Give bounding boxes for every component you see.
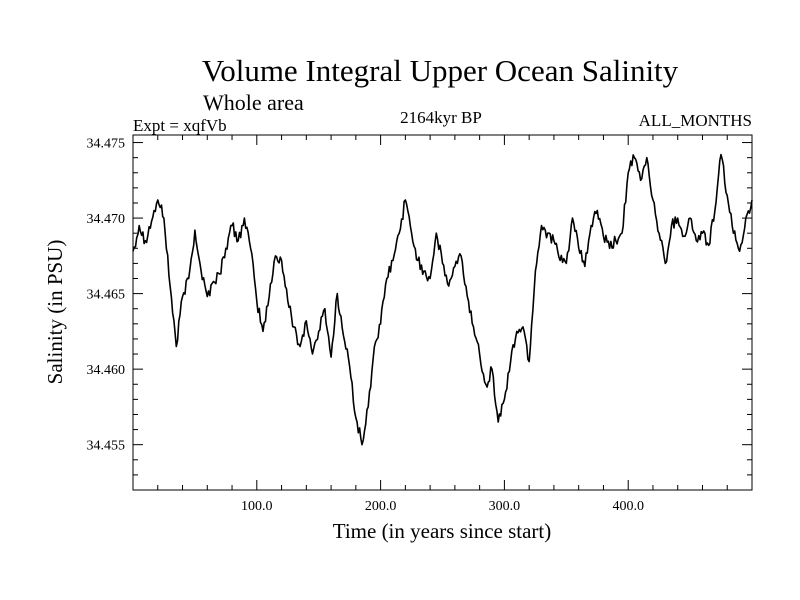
y-tick-label: 34.455 [87, 439, 126, 454]
y-tick-label: 34.465 [87, 288, 126, 303]
months-label: ALL_MONTHS [639, 111, 752, 130]
chart-subtitle: Whole area [203, 90, 304, 115]
x-tick-label: 400.0 [612, 499, 644, 514]
y-axis-label: Salinity (in PSU) [43, 240, 67, 385]
x-axis-label: Time (in years since start) [333, 519, 552, 543]
x-tick-label: 200.0 [365, 499, 397, 514]
plot-frame [132, 134, 753, 491]
axis-ticks [133, 135, 752, 490]
y-tick-label: 34.460 [87, 363, 126, 378]
x-tick-label: 300.0 [489, 499, 521, 514]
x-tick-label: 100.0 [241, 499, 273, 514]
experiment-label: Expt = xqfVb [133, 116, 227, 135]
period-label: 2164kyr BP [400, 108, 482, 127]
y-tick-label: 34.470 [87, 212, 126, 227]
chart-title: Volume Integral Upper Ocean Salinity [202, 53, 679, 88]
tick-labels: 100.0 200.0 300.0 400.0 34.455 34.460 34.465 34… [87, 137, 644, 514]
data-series [132, 153, 753, 446]
y-tick-label: 34.475 [87, 137, 126, 152]
salinity-series-line [132, 153, 753, 446]
